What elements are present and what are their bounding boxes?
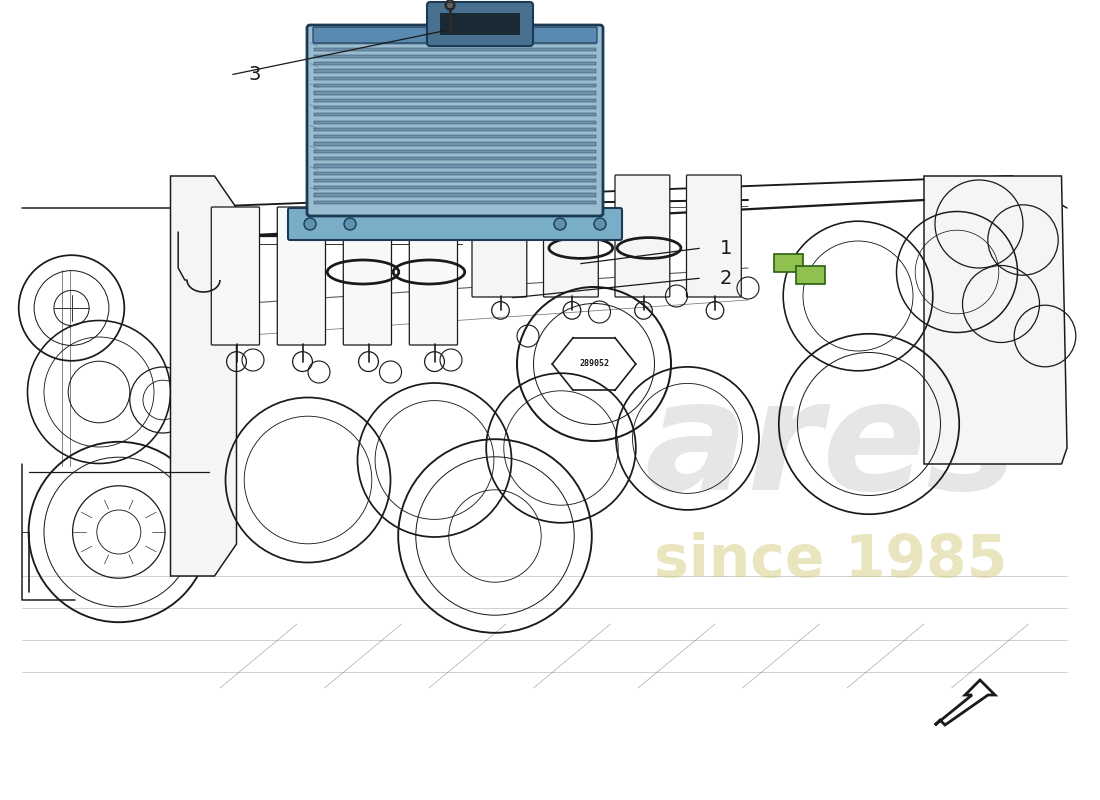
Bar: [314, 114, 596, 117]
Bar: [314, 70, 596, 73]
Text: ares: ares: [644, 374, 1018, 522]
Circle shape: [554, 218, 566, 230]
Circle shape: [344, 218, 356, 230]
FancyBboxPatch shape: [686, 175, 741, 297]
Bar: [314, 194, 596, 197]
FancyBboxPatch shape: [796, 266, 825, 284]
FancyBboxPatch shape: [277, 207, 326, 345]
Circle shape: [594, 218, 606, 230]
Bar: [314, 179, 596, 182]
Bar: [314, 77, 596, 80]
Bar: [314, 91, 596, 94]
Circle shape: [446, 0, 455, 10]
Text: 1: 1: [720, 238, 733, 258]
FancyBboxPatch shape: [615, 175, 670, 297]
FancyBboxPatch shape: [472, 175, 527, 297]
FancyBboxPatch shape: [409, 207, 458, 345]
Bar: [314, 121, 596, 124]
Bar: [314, 171, 596, 175]
Text: since 1985: since 1985: [653, 531, 1008, 589]
Bar: [314, 33, 596, 36]
Bar: [314, 84, 596, 87]
FancyBboxPatch shape: [343, 207, 392, 345]
Bar: [314, 150, 596, 153]
Bar: [314, 135, 596, 138]
Bar: [314, 62, 596, 66]
FancyBboxPatch shape: [543, 175, 598, 297]
Bar: [314, 164, 596, 167]
Bar: [314, 98, 596, 102]
Text: 3: 3: [248, 66, 261, 85]
Bar: [314, 47, 596, 51]
Bar: [314, 157, 596, 160]
FancyBboxPatch shape: [774, 254, 803, 272]
FancyBboxPatch shape: [440, 13, 520, 35]
Bar: [314, 142, 596, 146]
FancyBboxPatch shape: [314, 27, 597, 43]
FancyBboxPatch shape: [211, 207, 260, 345]
Bar: [314, 128, 596, 131]
Bar: [314, 106, 596, 109]
FancyBboxPatch shape: [288, 208, 622, 240]
Bar: [314, 40, 596, 43]
Bar: [314, 186, 596, 190]
Text: 289052: 289052: [579, 359, 609, 369]
FancyBboxPatch shape: [427, 2, 534, 46]
Polygon shape: [935, 680, 996, 725]
FancyBboxPatch shape: [307, 25, 603, 216]
Circle shape: [304, 218, 316, 230]
Polygon shape: [924, 176, 1067, 464]
Polygon shape: [170, 176, 236, 576]
Bar: [314, 55, 596, 58]
Bar: [314, 201, 596, 204]
Text: 2: 2: [720, 269, 733, 287]
